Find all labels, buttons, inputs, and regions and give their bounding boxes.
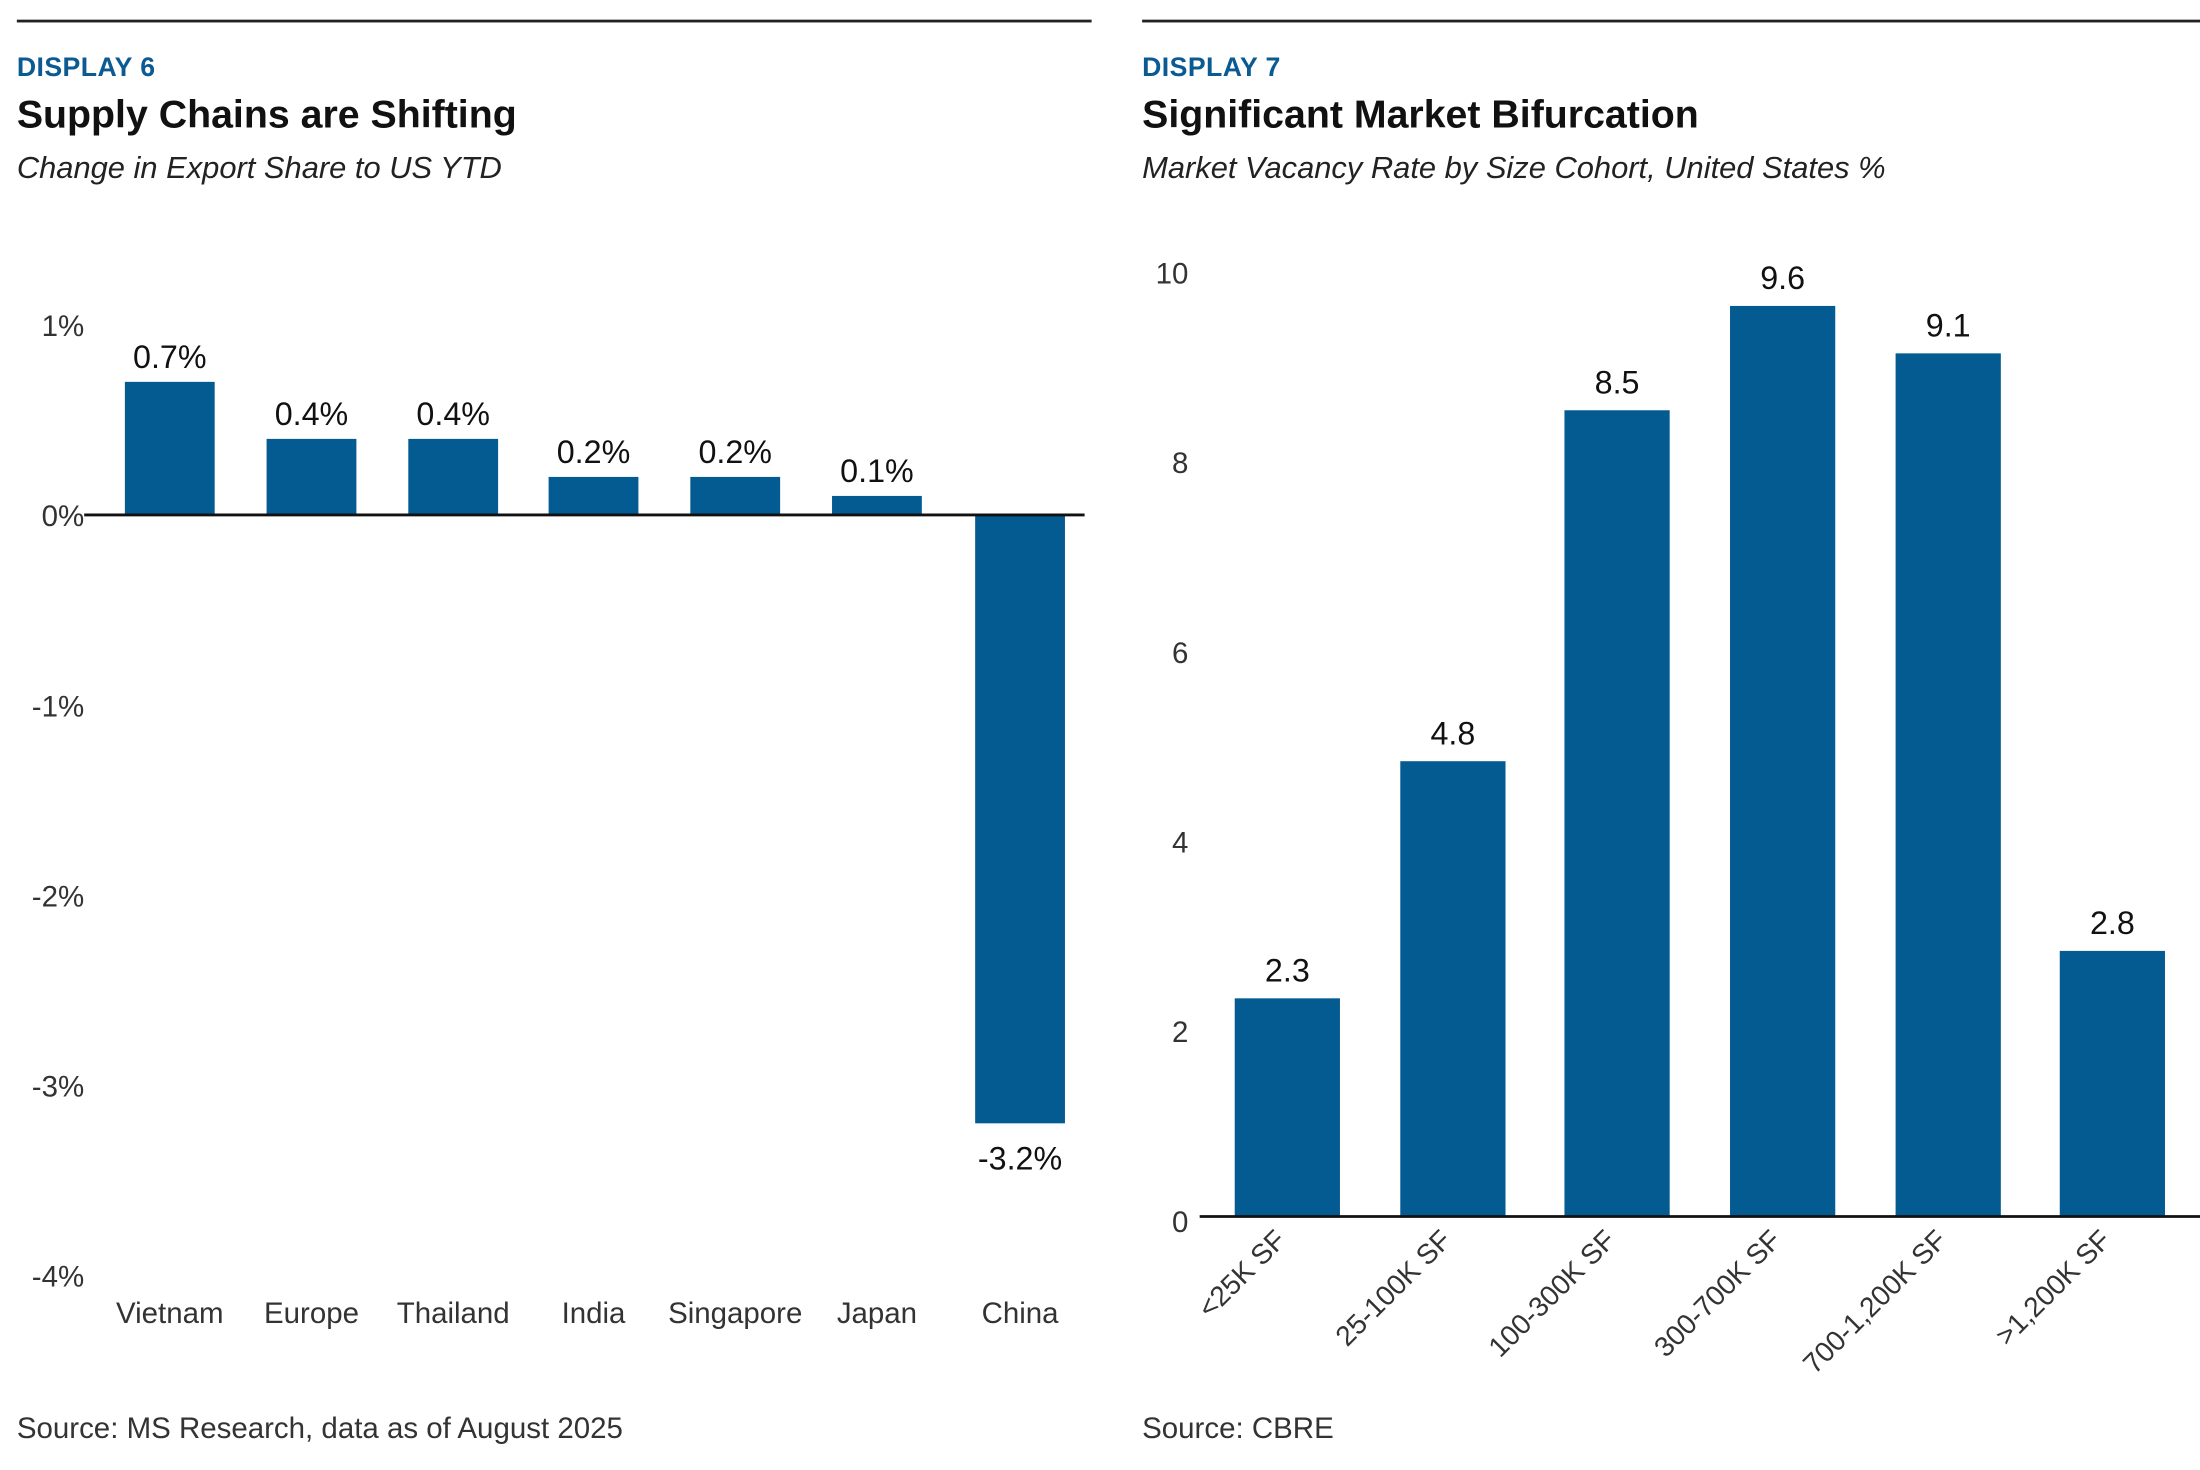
data-label: 0.2% bbox=[698, 434, 772, 470]
data-label: 0.1% bbox=[840, 453, 914, 489]
data-label: 0.4% bbox=[416, 396, 490, 432]
x-tick-label: Thailand bbox=[397, 1297, 510, 1330]
data-label: 2.8 bbox=[2090, 905, 2135, 941]
x-tick-label: 25-100K SF bbox=[1329, 1224, 1457, 1352]
bar-cohort-0 bbox=[1234, 998, 1340, 1217]
bar-thailand bbox=[408, 438, 499, 515]
x-tick-label: Japan bbox=[837, 1297, 917, 1330]
data-label: -3.2% bbox=[978, 1141, 1062, 1177]
y-tick-label: 2 bbox=[1172, 1016, 1188, 1049]
x-tick-label: Vietnam bbox=[116, 1297, 224, 1330]
y-tick-label: 8 bbox=[1172, 447, 1188, 480]
data-label: 0.4% bbox=[275, 396, 349, 432]
bar-vietnam bbox=[124, 381, 215, 515]
bar-china bbox=[975, 514, 1065, 1124]
chart-subtitle: Change in Export Share to US YTD bbox=[16, 150, 502, 186]
x-tick-label: <25K SF bbox=[1192, 1224, 1292, 1324]
y-tick-label: -3% bbox=[32, 1071, 84, 1104]
bar-india bbox=[548, 476, 639, 515]
data-label: 0.7% bbox=[133, 339, 207, 375]
x-tick-label: Singapore bbox=[668, 1297, 802, 1330]
x-tick-label: India bbox=[562, 1297, 626, 1330]
data-label: 9.1 bbox=[1926, 308, 1971, 344]
display-6-panel: DISPLAY 6 Supply Chains are Shifting Cha… bbox=[16, 0, 1092, 1470]
x-tick-label: 300-700K SF bbox=[1648, 1224, 1787, 1363]
y-tick-label: 1% bbox=[42, 310, 85, 343]
bar-europe bbox=[266, 438, 357, 515]
y-tick-label: -1% bbox=[32, 690, 84, 723]
top-rule bbox=[1142, 19, 2200, 23]
y-tick-label: 6 bbox=[1172, 637, 1188, 670]
y-tick-label: 0 bbox=[1172, 1206, 1188, 1239]
chart-title: Supply Chains are Shifting bbox=[16, 92, 517, 137]
display-label: DISPLAY 6 bbox=[16, 53, 156, 83]
display-7-panel: DISPLAY 7 Significant Market Bifurcation… bbox=[1142, 0, 2200, 1470]
y-tick-label: -4% bbox=[32, 1261, 84, 1294]
x-tick-label: Europe bbox=[264, 1297, 359, 1330]
bar-cohort-5 bbox=[2059, 950, 2165, 1217]
bar-singapore bbox=[690, 476, 781, 515]
top-rule bbox=[16, 19, 1092, 23]
bar-cohort-1 bbox=[1400, 761, 1506, 1217]
data-label: 9.6 bbox=[1760, 260, 1805, 296]
bar-cohort-3 bbox=[1730, 305, 1836, 1217]
chart-subtitle: Market Vacancy Rate by Size Cohort, Unit… bbox=[1142, 150, 1886, 186]
data-label: 0.2% bbox=[557, 434, 631, 470]
data-label: 2.3 bbox=[1265, 952, 1310, 988]
data-label: 8.5 bbox=[1595, 364, 1640, 400]
y-tick-label: 0% bbox=[42, 500, 85, 533]
x-tick-label: 100-300K SF bbox=[1483, 1224, 1622, 1363]
data-label: 4.8 bbox=[1430, 715, 1475, 751]
display-label: DISPLAY 7 bbox=[1142, 53, 1281, 83]
y-tick-label: -2% bbox=[32, 880, 84, 913]
bar-cohort-4 bbox=[1895, 353, 2001, 1217]
bar-japan bbox=[832, 495, 922, 515]
x-tick-label: China bbox=[982, 1297, 1060, 1330]
bar-cohort-2 bbox=[1564, 410, 1670, 1217]
source-note: Source: CBRE bbox=[1142, 1412, 1334, 1446]
x-tick-label: >1,200K SF bbox=[1989, 1224, 2116, 1351]
x-tick-label: 700-1,200K SF bbox=[1797, 1224, 1952, 1379]
y-tick-label: 4 bbox=[1172, 827, 1188, 860]
y-tick-label: 10 bbox=[1156, 257, 1189, 290]
chart-title: Significant Market Bifurcation bbox=[1142, 92, 1699, 137]
source-note: Source: MS Research, data as of August 2… bbox=[16, 1412, 623, 1446]
